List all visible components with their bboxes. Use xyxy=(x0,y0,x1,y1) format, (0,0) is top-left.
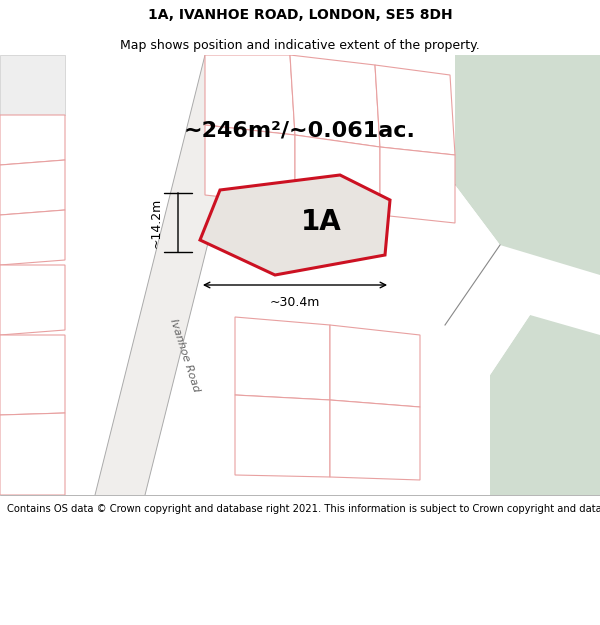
Polygon shape xyxy=(490,315,600,495)
Polygon shape xyxy=(0,55,65,115)
Polygon shape xyxy=(235,395,330,477)
Polygon shape xyxy=(0,160,65,215)
Polygon shape xyxy=(0,115,65,165)
Text: ~246m²/~0.061ac.: ~246m²/~0.061ac. xyxy=(184,120,416,140)
Polygon shape xyxy=(0,265,65,335)
Polygon shape xyxy=(95,55,255,495)
Text: Map shows position and indicative extent of the property.: Map shows position and indicative extent… xyxy=(120,39,480,52)
Text: ~14.2m: ~14.2m xyxy=(149,198,163,248)
Text: Ivanhoe Road: Ivanhoe Road xyxy=(169,317,202,393)
Polygon shape xyxy=(380,147,455,223)
Polygon shape xyxy=(330,325,420,407)
Polygon shape xyxy=(0,335,65,415)
Polygon shape xyxy=(0,210,65,265)
Text: 1A: 1A xyxy=(301,209,342,236)
Polygon shape xyxy=(205,125,295,205)
Polygon shape xyxy=(235,317,330,400)
Polygon shape xyxy=(375,65,455,155)
Polygon shape xyxy=(295,135,380,215)
Polygon shape xyxy=(0,413,65,495)
Polygon shape xyxy=(200,175,390,275)
Polygon shape xyxy=(330,400,420,480)
Text: 1A, IVANHOE ROAD, LONDON, SE5 8DH: 1A, IVANHOE ROAD, LONDON, SE5 8DH xyxy=(148,8,452,22)
Text: Contains OS data © Crown copyright and database right 2021. This information is : Contains OS data © Crown copyright and d… xyxy=(7,504,600,514)
Polygon shape xyxy=(420,185,530,375)
Text: ~30.4m: ~30.4m xyxy=(270,296,320,309)
Polygon shape xyxy=(290,55,380,147)
Polygon shape xyxy=(205,55,295,135)
Polygon shape xyxy=(455,55,600,275)
